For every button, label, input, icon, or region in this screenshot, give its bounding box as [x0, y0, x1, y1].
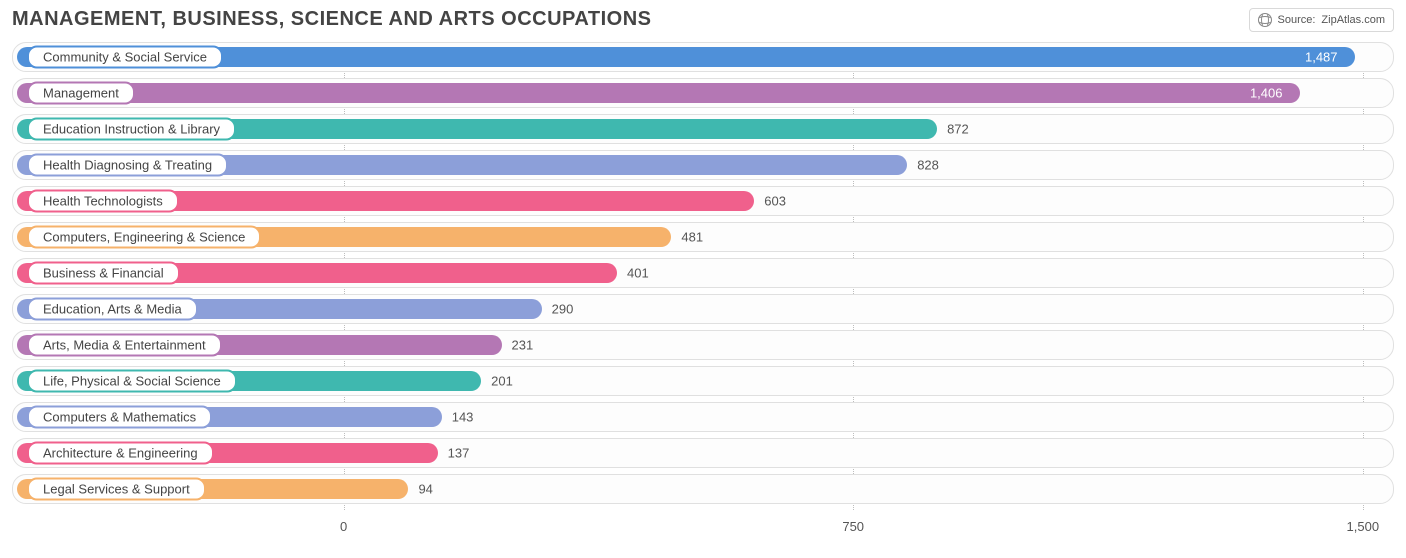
bar-category-label: Health Diagnosing & Treating — [27, 154, 228, 177]
bar-value-label: 603 — [764, 194, 786, 209]
bar-category-label: Business & Financial — [27, 262, 180, 285]
bar-category-label: Health Technologists — [27, 190, 179, 213]
bar-value-label: 872 — [947, 122, 969, 137]
bar-row: Business & Financial 401 — [12, 258, 1394, 288]
bar-category-label: Education, Arts & Media — [27, 298, 198, 321]
bar-value-label: 201 — [491, 374, 513, 389]
bar-category-label: Computers & Mathematics — [27, 406, 212, 429]
bar-row: Health Diagnosing & Treating 828 — [12, 150, 1394, 180]
bar-value-label: 94 — [418, 482, 432, 497]
bar-category-label: Community & Social Service — [27, 46, 223, 69]
bar-category-label: Legal Services & Support — [27, 478, 206, 501]
bar-value-label: 401 — [627, 266, 649, 281]
source-name: ZipAtlas.com — [1321, 14, 1385, 26]
bar-row: Management 1,406 — [12, 78, 1394, 108]
bar — [17, 83, 1300, 103]
x-axis-tick-label: 1,500 — [1347, 519, 1380, 534]
bar-row: Computers, Engineering & Science 481 — [12, 222, 1394, 252]
bar-value-label: 1,487 — [1305, 50, 1338, 65]
bar-value-label: 1,406 — [1250, 86, 1283, 101]
bar-row: Computers & Mathematics 143 — [12, 402, 1394, 432]
bar-row: Education Instruction & Library 872 — [12, 114, 1394, 144]
bar-row: Community & Social Service 1,487 — [12, 42, 1394, 72]
bar-row: Education, Arts & Media 290 — [12, 294, 1394, 324]
bar-chart: 0 750 1,500 Community & Social Service 1,487… — [12, 42, 1394, 534]
source-prefix: Source: — [1278, 14, 1316, 26]
bar-category-label: Computers, Engineering & Science — [27, 226, 261, 249]
bar-value-label: 481 — [681, 230, 703, 245]
chart-title: MANAGEMENT, BUSINESS, SCIENCE AND ARTS O… — [12, 8, 651, 31]
x-axis-tick-label: 0 — [340, 519, 347, 534]
bar-category-label: Architecture & Engineering — [27, 442, 214, 465]
bar-value-label: 137 — [448, 446, 470, 461]
bar-value-label: 290 — [552, 302, 574, 317]
bar-value-label: 231 — [512, 338, 534, 353]
globe-icon — [1258, 13, 1272, 27]
bar-row: Arts, Media & Entertainment 231 — [12, 330, 1394, 360]
bar-category-label: Arts, Media & Entertainment — [27, 334, 222, 357]
bar-row: Life, Physical & Social Science 201 — [12, 366, 1394, 396]
bar-value-label: 828 — [917, 158, 939, 173]
source-attribution: Source: ZipAtlas.com — [1249, 8, 1395, 32]
bar-row: Health Technologists 603 — [12, 186, 1394, 216]
bar-row: Legal Services & Support 94 — [12, 474, 1394, 504]
bar-category-label: Education Instruction & Library — [27, 118, 236, 141]
chart-header: MANAGEMENT, BUSINESS, SCIENCE AND ARTS O… — [12, 8, 1394, 32]
bar-category-label: Management — [27, 82, 135, 105]
bar-row: Architecture & Engineering 137 — [12, 438, 1394, 468]
bar-category-label: Life, Physical & Social Science — [27, 370, 237, 393]
bar-value-label: 143 — [452, 410, 474, 425]
x-axis-tick-label: 750 — [842, 519, 864, 534]
